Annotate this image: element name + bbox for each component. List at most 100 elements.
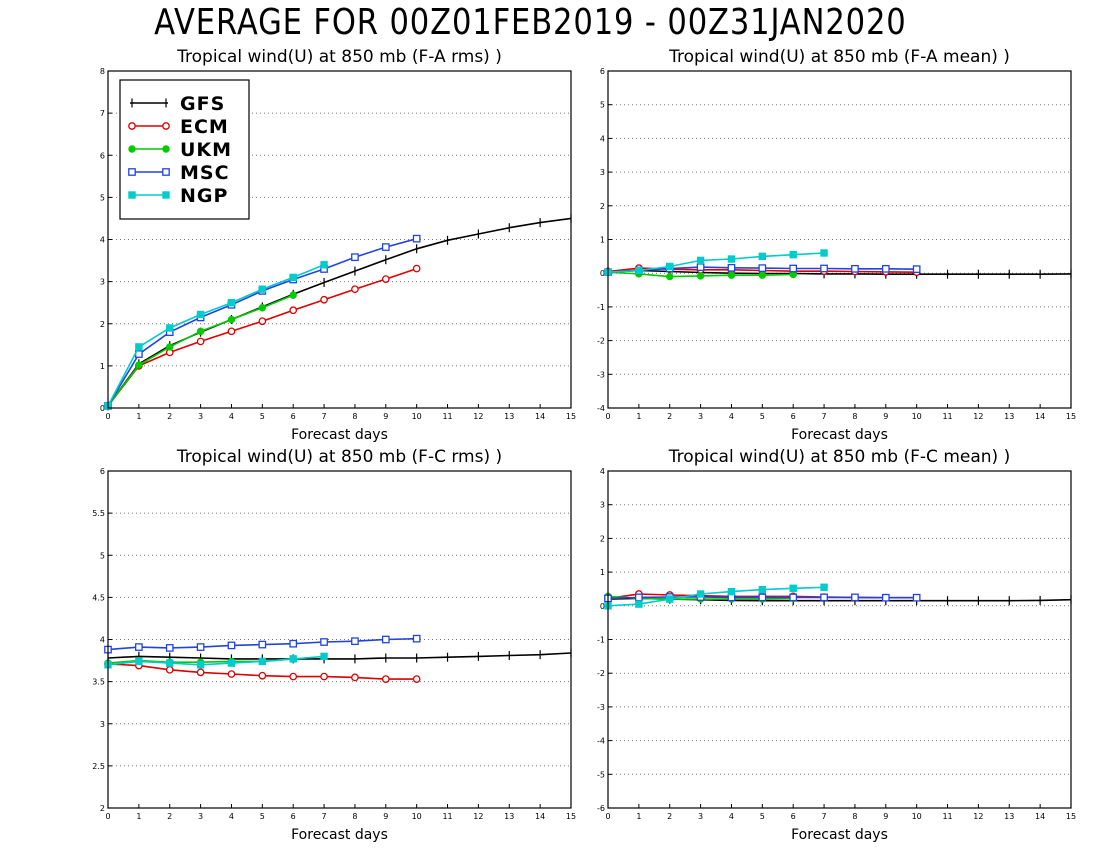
y-tick-label: 6 [100, 467, 105, 476]
marker [381, 243, 390, 251]
x-axis-label: Forecast days [791, 827, 888, 843]
marker [320, 261, 328, 269]
marker [196, 643, 205, 651]
chart-title: Tropical wind(U) at 850 mb (F-C mean) ) [668, 447, 1010, 467]
x-tick-label: 2 [167, 412, 172, 421]
marker [289, 639, 298, 648]
marker [227, 641, 236, 650]
marker [635, 600, 643, 608]
y-tick-label: -2 [597, 337, 605, 346]
series-line-ngp [107, 264, 325, 407]
x-tick-label: 13 [504, 412, 514, 421]
series-line-gfs [607, 269, 1072, 276]
marker [320, 295, 328, 304]
x-tick-label: 10 [412, 412, 422, 421]
marker [912, 593, 921, 602]
marker [696, 272, 705, 280]
marker [289, 672, 298, 681]
x-tick-label: 0 [105, 412, 110, 421]
y-tick-label: 4 [100, 236, 105, 245]
plot-frame [607, 470, 1072, 809]
marker [320, 672, 328, 681]
series-line-ngp [107, 655, 325, 666]
y-tick-label: 3.5 [92, 678, 105, 687]
y-tick-label: 4 [100, 636, 105, 645]
x-tick-label: 6 [291, 412, 296, 421]
x-tick-label: 2 [167, 812, 172, 821]
legend-label-ecm: ECM [180, 116, 229, 138]
x-tick-label: 15 [1066, 812, 1076, 821]
marker [196, 668, 205, 677]
y-tick-label: 5 [100, 551, 105, 560]
marker [289, 306, 298, 315]
chart-panel-3: Tropical wind(U) at 850 mb (F-C rms) ) 2 2… [92, 447, 576, 843]
marker [912, 265, 921, 274]
x-tick-label: 6 [791, 812, 796, 821]
marker [727, 271, 736, 279]
x-tick-label: 0 [605, 412, 610, 421]
y-tick-label: -5 [597, 770, 605, 779]
x-tick-label: 11 [442, 412, 452, 421]
x-tick-label: 4 [229, 412, 234, 421]
marker [381, 635, 390, 644]
series-gfs [107, 213, 572, 411]
series-ngp [104, 261, 328, 410]
marker [696, 256, 705, 265]
legend-label-ukm: UKM [180, 139, 232, 161]
marker [162, 168, 170, 176]
marker [128, 168, 136, 176]
x-tick-label: 11 [942, 812, 952, 821]
x-tick-label: 14 [1035, 412, 1045, 421]
marker [162, 122, 170, 130]
legend-label-msc: MSC [180, 162, 230, 184]
y-tick-label: 1 [600, 236, 605, 245]
series-ukm [104, 291, 297, 410]
x-tick-label: 12 [473, 812, 483, 821]
x-tick-label: 10 [912, 412, 922, 421]
x-tick-label: 8 [352, 812, 357, 821]
marker [227, 327, 236, 336]
marker [128, 122, 136, 130]
marker [289, 273, 297, 282]
marker [258, 657, 267, 666]
x-tick-label: 6 [291, 812, 296, 821]
x-tick-label: 12 [473, 412, 483, 421]
chart-title: Tropical wind(U) at 850 mb (F-C rms) ) [176, 447, 502, 467]
series-msc [604, 593, 921, 603]
chart-title: Tropical wind(U) at 850 mb (F-A rms) ) [176, 47, 502, 67]
x-tick-label: 1 [136, 412, 141, 421]
y-tick-label: 6 [100, 151, 105, 160]
x-tick-label: 10 [912, 812, 922, 821]
x-tick-label: 11 [442, 812, 452, 821]
marker [289, 655, 297, 663]
marker [162, 191, 170, 199]
marker [135, 657, 143, 666]
main-title: AVERAGE FOR 00Z01FEB2019 - 00Z31JAN2020 [154, 2, 907, 43]
marker [789, 584, 797, 592]
marker [196, 310, 205, 319]
marker [166, 659, 174, 667]
marker [135, 343, 143, 351]
marker [789, 264, 798, 273]
y-tick-label: 4 [600, 134, 605, 143]
marker [258, 304, 267, 312]
marker [696, 263, 705, 271]
chart-title: Tropical wind(U) at 850 mb (F-A mean) ) [668, 47, 1010, 67]
marker [666, 262, 674, 271]
marker [381, 275, 390, 283]
y-tick-label: 7 [100, 109, 105, 118]
x-tick-label: 12 [973, 412, 983, 421]
marker [258, 671, 267, 680]
y-tick-label: 0 [600, 269, 605, 278]
plot-frame [607, 70, 1072, 409]
y-tick-label: 2.5 [92, 762, 105, 771]
x-tick-label: 13 [504, 812, 514, 821]
x-tick-label: 8 [852, 812, 857, 821]
y-tick-label: 2 [100, 804, 105, 813]
x-tick-label: 5 [260, 812, 265, 821]
series-line-ngp [607, 586, 825, 607]
y-tick-label: -1 [597, 303, 605, 312]
y-tick-label: 4 [600, 467, 605, 476]
marker [789, 250, 797, 259]
